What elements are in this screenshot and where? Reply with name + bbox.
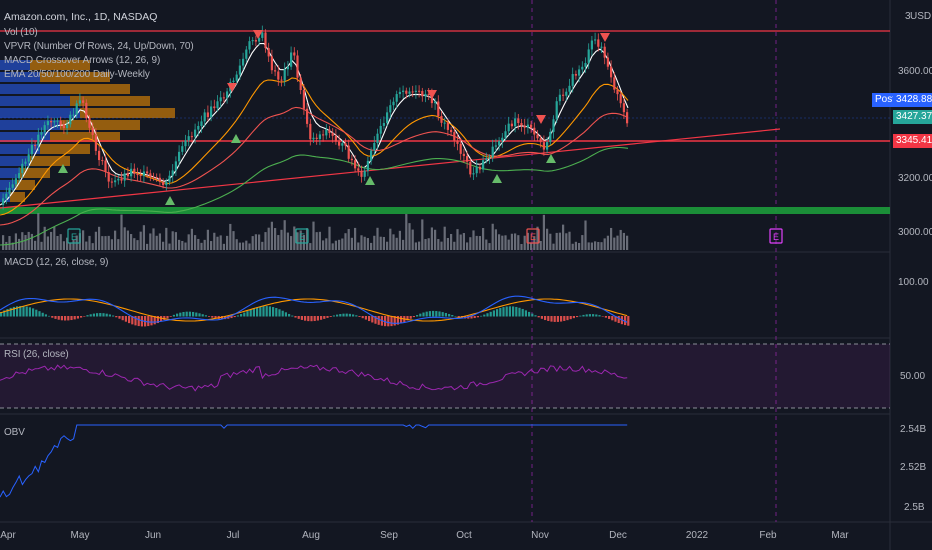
price-tick: 3600.00 xyxy=(898,66,932,77)
trendline[interactable] xyxy=(0,128,781,209)
svg-text:E: E xyxy=(530,232,536,242)
macd-tick: 100.00 xyxy=(898,277,929,288)
last-price-tag: 3427.37 xyxy=(893,110,932,124)
time-label: Jul xyxy=(226,530,240,541)
svg-text:E: E xyxy=(299,232,305,242)
time-label: Oct xyxy=(456,530,472,541)
vpvr-profile xyxy=(0,60,175,202)
time-label: Jun xyxy=(144,530,162,541)
post-market-price-tag: 3428.88 xyxy=(893,93,932,107)
obv-tick: 2.5B xyxy=(904,502,925,513)
time-label: Aug xyxy=(302,530,320,541)
obv-tick: 2.54B xyxy=(900,424,927,435)
price-axis-top-partial: 3 xyxy=(905,11,911,22)
currency-label[interactable]: USD xyxy=(910,11,932,22)
earnings-icon[interactable]: E xyxy=(526,228,540,244)
time-label: Apr xyxy=(0,530,16,541)
time-label: May xyxy=(70,530,90,541)
time-label: Sep xyxy=(380,530,398,541)
time-label: Mar xyxy=(831,530,849,541)
indicator-macd-arrows[interactable]: MACD Crossover Arrows (12, 26, 9) xyxy=(4,55,161,66)
time-label: 2022 xyxy=(685,530,709,541)
obv-pane xyxy=(0,424,628,498)
earnings-icon[interactable]: E xyxy=(295,228,309,244)
rsi-tick: 50.00 xyxy=(900,371,926,382)
earnings-icon[interactable]: E xyxy=(67,228,81,244)
price-candles xyxy=(2,25,629,210)
time-label: Feb xyxy=(759,530,777,541)
symbol-title[interactable]: Amazon.com, Inc., 1D, NASDAQ xyxy=(4,11,158,23)
svg-text:E: E xyxy=(773,232,779,242)
price-tick: 3200.00 xyxy=(898,173,932,184)
svg-text:E: E xyxy=(71,232,77,242)
obv-tick: 2.52B xyxy=(900,462,927,473)
price-tick: 3000.00 xyxy=(898,227,932,238)
support-band xyxy=(0,207,890,214)
post-market-label: Post xyxy=(872,93,899,107)
macd-pane-label[interactable]: MACD (12, 26, close, 9) xyxy=(4,257,109,268)
earnings-icon[interactable]: E xyxy=(769,228,783,244)
rsi-band xyxy=(0,344,890,408)
macd-pane xyxy=(0,295,630,327)
macd-crossover-arrows xyxy=(58,30,610,205)
rsi-pane-label[interactable]: RSI (26, close) xyxy=(4,349,69,360)
time-label: Dec xyxy=(609,530,627,541)
indicator-vpvr[interactable]: VPVR (Number Of Rows, 24, Up/Down, 70) xyxy=(4,41,194,52)
horizontal-line-price-tag: 3345.41 xyxy=(893,134,932,148)
obv-pane-label[interactable]: OBV xyxy=(4,427,25,438)
time-label: Nov xyxy=(531,530,549,541)
indicator-vol[interactable]: Vol (10) xyxy=(4,27,38,38)
rsi-pane xyxy=(0,364,628,392)
indicator-ema[interactable]: EMA 20/50/100/200 Daily-Weekly xyxy=(4,69,150,80)
